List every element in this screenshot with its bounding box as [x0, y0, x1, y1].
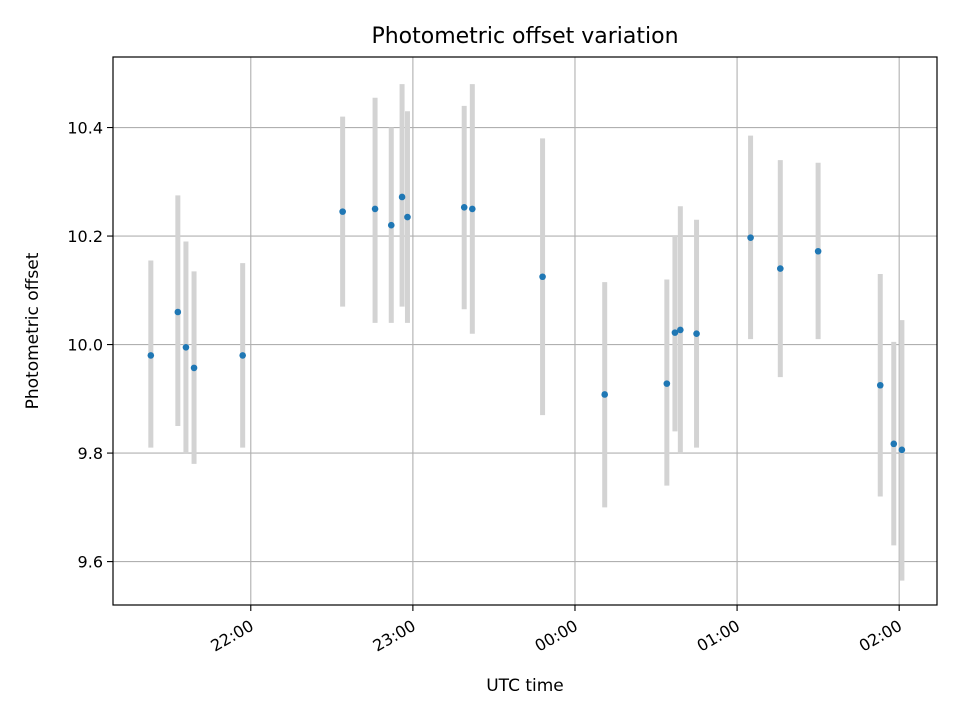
x-tick-label: 02:00 [856, 616, 905, 656]
data-point [876, 381, 884, 389]
chart-title: Photometric offset variation [371, 24, 678, 49]
x-tick-label: 22:00 [207, 616, 256, 656]
data-point [182, 343, 190, 351]
data-point [693, 330, 700, 338]
data-point [404, 213, 411, 221]
data-point [371, 205, 379, 213]
data-point [239, 352, 246, 359]
error-bars [148, 84, 905, 581]
x-tick-label: 23:00 [369, 616, 418, 656]
data-point [174, 308, 182, 316]
y-tick-label: 9.6 [78, 553, 103, 572]
data-point [147, 352, 155, 359]
grid [113, 57, 937, 605]
data-point [339, 208, 346, 215]
y-tick-label: 10.0 [67, 336, 103, 355]
data-points [147, 193, 906, 454]
data-point [677, 326, 684, 334]
data-point [777, 265, 784, 272]
y-tick-label: 9.8 [78, 444, 103, 463]
data-point [898, 446, 906, 454]
data-point [663, 380, 671, 387]
data-point [890, 440, 898, 448]
data-point [398, 193, 406, 201]
data-point [190, 364, 198, 372]
y-axis: 9.6 9.8 10.0 10.2 10.4 [67, 119, 113, 572]
data-point [460, 203, 468, 211]
data-point [671, 329, 679, 336]
data-point [601, 391, 608, 398]
data-point [387, 221, 395, 229]
x-axis: 22:00 23:00 00:00 01:00 02:00 [207, 605, 905, 656]
y-axis-label: Photometric offset [23, 252, 43, 409]
y-tick-label: 10.2 [67, 227, 103, 246]
y-tick-label: 10.4 [67, 119, 103, 138]
x-tick-label: 00:00 [532, 616, 581, 656]
data-point [469, 205, 476, 213]
data-point [814, 247, 822, 255]
data-point [747, 234, 754, 241]
x-tick-label: 01:00 [694, 616, 743, 656]
plot-frame [112, 56, 938, 606]
data-point [539, 273, 546, 281]
x-axis-label: UTC time [486, 676, 564, 696]
